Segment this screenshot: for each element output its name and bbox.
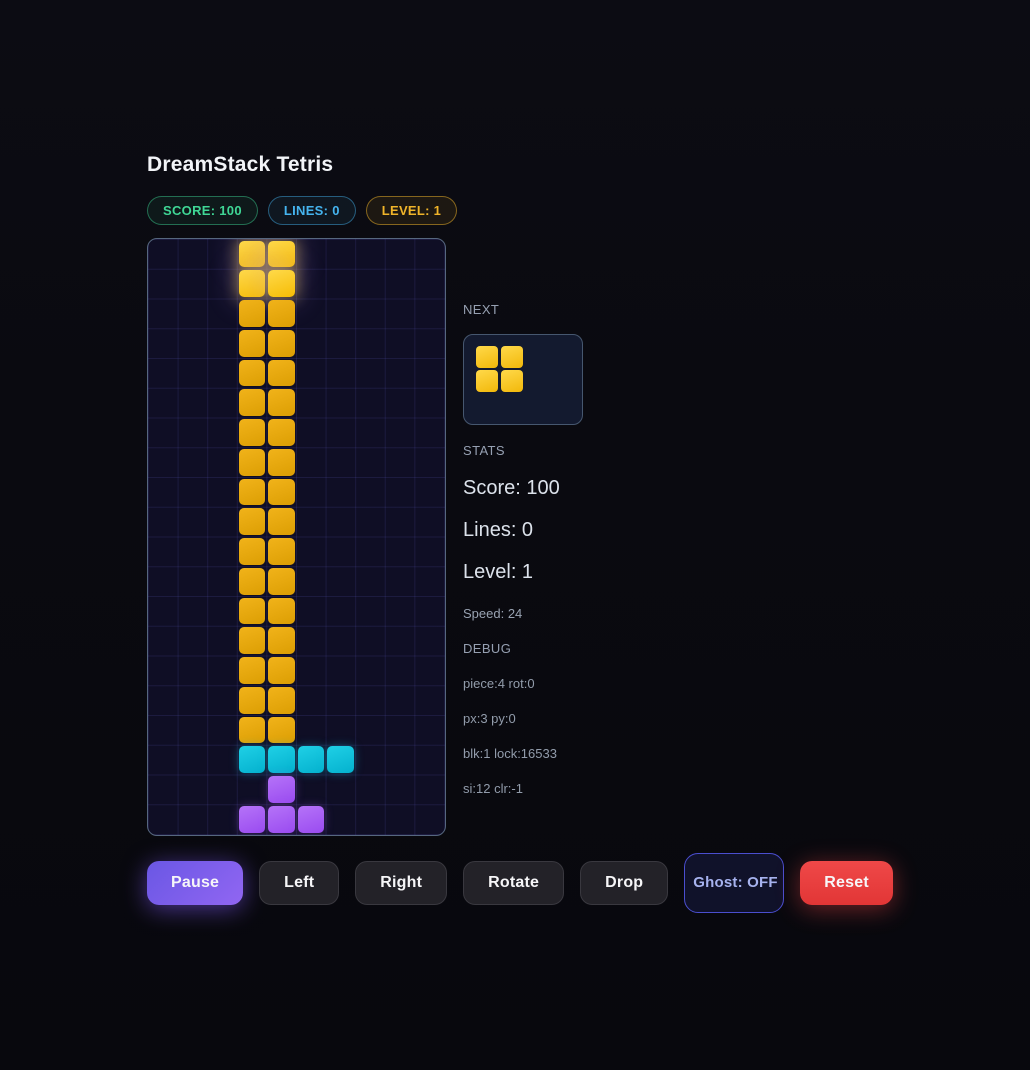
stat-lines: Lines: 0 (463, 519, 534, 541)
board-cell-locked-yellow (238, 478, 266, 506)
board-cell-locked-yellow (268, 686, 295, 714)
debug-line: blk:1 lock:16533 (463, 746, 557, 761)
board-cell-active-yellow (268, 240, 295, 268)
next-piece (476, 346, 576, 418)
board-cell-active-yellow (238, 270, 266, 298)
board-cell-cyan (268, 746, 295, 774)
next-piece-cell (476, 370, 498, 392)
badges: SCORE: 100 LINES: 0 LEVEL: 1 (147, 196, 458, 225)
board-cell-locked-yellow (268, 716, 295, 744)
board-cell-locked-yellow (268, 657, 295, 684)
board-cell-locked-yellow (268, 419, 295, 446)
board-cell-cyan (238, 746, 266, 774)
board-cell-cyan (297, 746, 325, 774)
debug-lines: piece:4 rot:0 px:3 py:0 blk:1 lock:16533 si… (463, 676, 693, 796)
next-label: NEXT (463, 302, 500, 317)
board-cell-purple (297, 805, 325, 833)
debug-line: piece:4 rot:0 (463, 676, 535, 691)
debug-line: px:3 py:0 (463, 711, 516, 726)
level-badge: LEVEL: 1 (365, 196, 458, 225)
side-panel: NEXT STATS Score: 100 Lines: 0 Level: 1 … (463, 302, 693, 796)
drop-button[interactable]: Drop (580, 861, 669, 905)
board-cell-locked-yellow (238, 508, 266, 536)
next-piece-cell (501, 346, 523, 368)
board-cell-locked-yellow (268, 508, 295, 536)
board-cell-cyan (327, 746, 354, 774)
right-button[interactable]: Right (355, 861, 448, 905)
page-title: DreamStack Tetris (147, 153, 334, 176)
stat-speed: Speed: 24 (463, 606, 523, 621)
board-cell-locked-yellow (238, 359, 266, 387)
board-cell-locked-yellow (268, 627, 295, 655)
board-cell-locked-yellow (238, 538, 266, 565)
board-cell-locked-yellow (238, 597, 266, 625)
stats-label: STATS (463, 443, 505, 458)
board-cell-active-yellow (268, 270, 295, 298)
stat-score: Score: 100 (463, 477, 560, 499)
left-button[interactable]: Left (259, 861, 340, 905)
next-preview (463, 334, 583, 425)
board-cell-locked-yellow (268, 478, 295, 506)
board-cell-locked-yellow (268, 567, 295, 595)
lines-badge: LINES: 0 (267, 196, 356, 225)
board-cell-locked-yellow (238, 448, 266, 476)
board-cell-locked-yellow (268, 538, 295, 565)
board-cell-locked-yellow (238, 300, 266, 327)
board-cell-locked-yellow (238, 389, 266, 417)
board-cell-locked-yellow (268, 329, 295, 357)
board-cell-locked-yellow (268, 300, 295, 327)
reset-button[interactable]: Reset (800, 861, 893, 905)
board-cell-purple (238, 805, 266, 833)
board-cell-active-yellow (238, 240, 266, 268)
board-cell-locked-yellow (238, 627, 266, 655)
score-badge: SCORE: 100 (147, 196, 258, 225)
board-cell-purple (268, 776, 295, 803)
next-piece-cell (501, 370, 523, 392)
board-cell-locked-yellow (238, 567, 266, 595)
debug-line: si:12 clr:-1 (463, 781, 523, 796)
board-cell-locked-yellow (268, 448, 295, 476)
board-cell-locked-yellow (268, 597, 295, 625)
next-piece-cell (476, 346, 498, 368)
rotate-button[interactable]: Rotate (463, 861, 565, 905)
debug-label: DEBUG (463, 641, 512, 656)
stat-level: Level: 1 (463, 561, 534, 583)
board-cell-locked-yellow (238, 716, 266, 744)
board-cell-locked-yellow (238, 419, 266, 446)
board-cell-locked-yellow (238, 329, 266, 357)
board-cell-purple (268, 805, 295, 833)
board-cell-locked-yellow (268, 389, 295, 417)
board (147, 238, 446, 836)
pause-button[interactable]: Pause (147, 861, 244, 905)
board-cell-locked-yellow (238, 657, 266, 684)
board-cell-locked-yellow (238, 686, 266, 714)
controls: Pause Left Right Rotate Drop Ghost: OFF Reset (147, 853, 893, 913)
board-cell-locked-yellow (268, 359, 295, 387)
ghost-button[interactable]: Ghost: OFF (684, 853, 785, 913)
